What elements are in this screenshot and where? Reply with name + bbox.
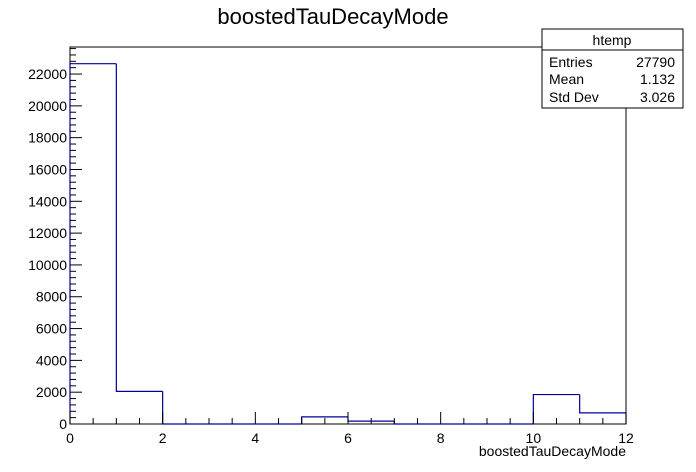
x-axis: 0 2 4 6 8 10 12 — [66, 412, 634, 446]
y-tick-label: 8000 — [36, 289, 67, 305]
x-tick-label: 10 — [526, 430, 542, 446]
x-tick-label: 2 — [159, 430, 167, 446]
stats-box: htemp Entries 27790 Mean 1.132 Std Dev 3… — [541, 28, 684, 109]
y-tick-label: 0 — [59, 416, 67, 432]
x-tick-label: 0 — [66, 430, 74, 446]
x-tick-label: 8 — [437, 430, 445, 446]
x-tick-label: 6 — [344, 430, 352, 446]
stats-entries-label: Entries — [549, 54, 593, 70]
histogram-bin — [69, 63, 117, 424]
y-tick-label: 22000 — [28, 66, 67, 82]
histogram-bars — [69, 63, 627, 425]
histogram-bin — [115, 63, 163, 392]
x-tick-label: 4 — [251, 430, 259, 446]
y-tick-label: 16000 — [28, 161, 67, 177]
stats-mean-value: 1.132 — [640, 71, 675, 87]
x-tick-label: 12 — [618, 430, 634, 446]
stats-stddev-label: Std Dev — [549, 89, 599, 105]
y-tick-label: 12000 — [28, 225, 67, 241]
y-tick-label: 2000 — [36, 384, 67, 400]
stats-mean-label: Mean — [549, 71, 584, 87]
y-tick-label: 6000 — [36, 321, 67, 337]
y-tick-label: 10000 — [28, 257, 67, 273]
stats-box-name: htemp — [593, 32, 632, 48]
chart-title: boostedTauDecayMode — [217, 4, 448, 29]
y-tick-label: 20000 — [28, 98, 67, 114]
y-tick-label: 4000 — [36, 352, 67, 368]
stats-entries-value: 27790 — [636, 54, 675, 70]
x-axis-title: boostedTauDecayMode — [479, 443, 626, 459]
y-tick-label: 18000 — [28, 130, 67, 146]
y-tick-label: 14000 — [28, 193, 67, 209]
y-axis: 0 2000 4000 6000 8000 10000 12000 14000 16000 180… — [28, 48, 82, 432]
stats-stddev-value: 3.026 — [640, 89, 675, 105]
stats-box-border — [541, 28, 684, 109]
